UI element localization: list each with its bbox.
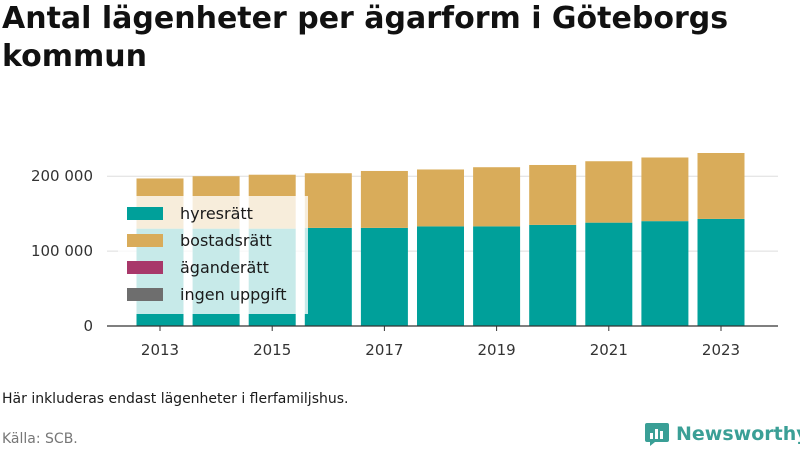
bar-2018-series-0	[417, 226, 464, 326]
x-tick-label: 2019	[478, 341, 516, 359]
bar-2016-series-0	[304, 227, 352, 326]
bar-2020-series-1	[529, 164, 577, 225]
y-tick-label: 100 000	[31, 242, 93, 260]
x-tick-label: 2015	[253, 341, 291, 359]
x-tick-label: 2023	[702, 341, 740, 359]
y-tick-label: 0	[83, 317, 93, 335]
legend-swatch-0	[127, 207, 163, 220]
x-tick-label: 2017	[365, 341, 403, 359]
legend-label-0: hyresrätt	[180, 204, 253, 223]
newsworthy-logo-icon	[645, 423, 669, 446]
bar-2016-series-1	[304, 173, 352, 228]
bar-2021-series-1	[585, 161, 633, 223]
chart-source: Källa: SCB.	[2, 431, 78, 447]
legend: hyresrätt bostadsrätt äganderätt ingen uppg…	[118, 196, 308, 314]
bar-2022-series-0	[641, 221, 689, 326]
brand-logo[interactable]: Newsworthy	[645, 420, 800, 448]
x-tick-label: 2021	[590, 341, 628, 359]
legend-label-3: ingen uppgift	[180, 285, 287, 304]
brand-name: Newsworthy	[676, 423, 800, 445]
chart-note: Här inkluderas endast lägenheter i flerf…	[2, 391, 349, 407]
legend-swatch-3	[127, 288, 163, 301]
axes: 0 100 000 200 000 2013 2015 2017 2019 2021 2023	[31, 167, 778, 359]
bar-2019-series-0	[473, 226, 521, 326]
bar-2021-series-0	[585, 222, 633, 326]
x-tick-label: 2013	[141, 341, 179, 359]
bar-2020-series-0	[529, 224, 577, 326]
legend-swatch-2	[127, 261, 163, 274]
legend-label-2: äganderätt	[180, 258, 269, 277]
bar-2023-series-0	[697, 218, 745, 326]
bar-2017-series-0	[360, 227, 408, 326]
bar-2022-series-1	[641, 157, 689, 222]
legend-label-1: bostadsrätt	[180, 231, 272, 250]
legend-swatch-1	[127, 234, 163, 247]
y-tick-label: 200 000	[31, 167, 93, 185]
bar-2023-series-1	[697, 152, 745, 219]
bar-2019-series-1	[473, 167, 521, 227]
bar-2018-series-1	[417, 169, 464, 227]
chart-title: Antal lägenheter per ägarform i Göteborg…	[2, 1, 729, 74]
bar-2017-series-1	[360, 170, 408, 228]
